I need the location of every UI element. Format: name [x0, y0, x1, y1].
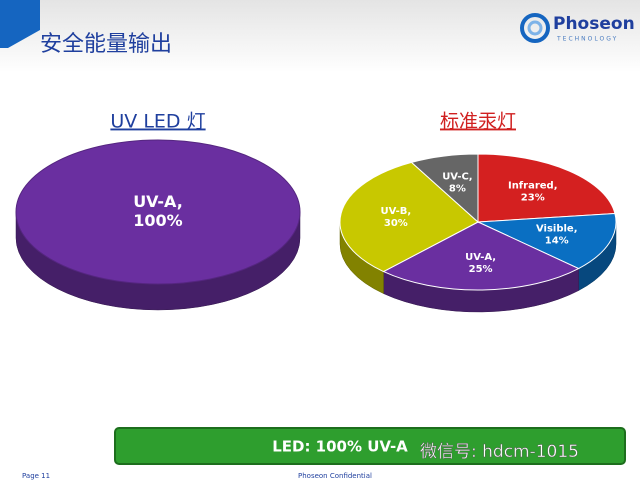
pie-tops [15, 139, 301, 285]
slice [477, 153, 616, 223]
watermark: 微信号: hdcm-1015 [420, 442, 579, 462]
charts: UV LED 灯UV-A,100%标准汞灯Infrared,23%Visible… [15, 111, 617, 313]
pie-tops [339, 153, 617, 291]
slice-label: UV-A, [133, 192, 183, 211]
slice [339, 161, 479, 273]
slice-label: Visible, [536, 224, 578, 235]
pie-labels: UV-A,100% [133, 192, 183, 230]
slice-label: UV-C, [442, 171, 472, 182]
logo-text: Phoseon [553, 14, 635, 34]
pie-labels: Infrared,23% Visible,14% UV-A,25% UV-B,30% U… [381, 171, 578, 274]
slice [477, 212, 617, 270]
slice-value: 100% [133, 211, 182, 230]
slice-label: UV-B, [381, 206, 412, 217]
slice [15, 139, 301, 285]
slice-label: Infrared, [508, 180, 558, 191]
pie-chart: 标准汞灯 Infrared,23% Visible,14% UV-A,25% UV-B,… [339, 111, 617, 313]
banner-text: LED: 100% UV-A [272, 438, 408, 456]
slice-value: 23% [521, 192, 545, 203]
slice [410, 153, 479, 224]
chart-title: 标准汞灯 [440, 111, 516, 133]
slice-value: 25% [469, 264, 493, 275]
banner-box [114, 427, 626, 465]
page-number: Page 11 [22, 472, 50, 480]
slice-label: UV-A, [465, 252, 496, 263]
chart-title: UV LED 灯 [110, 111, 205, 133]
slide-title: 安全能量输出 [40, 32, 172, 57]
footer: Phoseon Confidential [298, 472, 372, 480]
logo-icon [520, 13, 550, 43]
pie-chart: UV LED 灯 UV-A,100% [15, 111, 301, 311]
corner-bar [0, 0, 40, 48]
slice [382, 221, 580, 291]
slice-value: 30% [384, 218, 408, 229]
logo: Phoseon TECHNOLOGY [520, 13, 635, 43]
logo-sub: TECHNOLOGY [556, 36, 618, 43]
slice-value: 14% [545, 236, 569, 247]
slice-value: 8% [449, 183, 466, 194]
logo-icon [527, 20, 543, 36]
